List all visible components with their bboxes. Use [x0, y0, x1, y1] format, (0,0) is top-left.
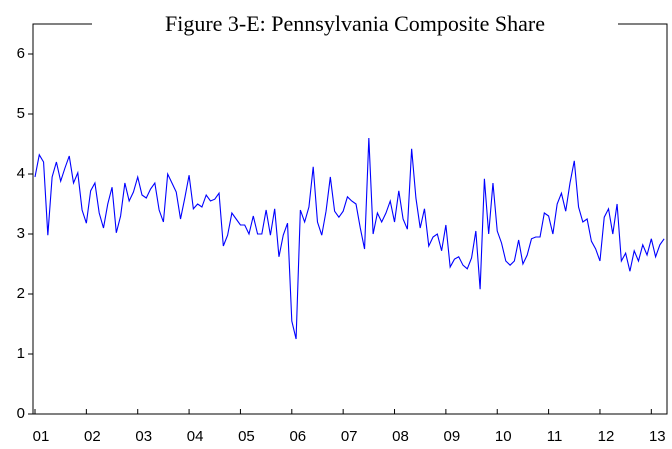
- y-tick-label: 1: [17, 345, 25, 362]
- x-tick-label: 01: [33, 428, 50, 445]
- title-background: [92, 8, 618, 38]
- y-tick-label: 3: [17, 225, 25, 242]
- x-tick-label: 02: [84, 428, 101, 445]
- chart-title: Figure 3-E: Pennsylvania Composite Share: [165, 11, 545, 36]
- x-tick-label: 06: [289, 428, 306, 445]
- plot-frame: [32, 23, 668, 415]
- x-tick-label: 09: [444, 428, 461, 445]
- y-tick-label: 4: [17, 165, 25, 182]
- y-tick-label: 2: [17, 285, 25, 302]
- x-tick-label: 13: [649, 428, 666, 445]
- y-tick-label: 5: [17, 105, 25, 122]
- x-tick-label: 05: [238, 428, 255, 445]
- y-tick-label: 6: [17, 45, 25, 62]
- x-tick-label: 11: [547, 428, 563, 445]
- x-tick-label: 12: [598, 428, 615, 445]
- x-tick-label: 03: [135, 428, 152, 445]
- x-tick-label: 07: [341, 428, 358, 445]
- x-tick-label: 08: [392, 428, 409, 445]
- x-tick-label: 10: [495, 428, 512, 445]
- data-line: [34, 137, 665, 340]
- y-tick-label: 0: [17, 405, 25, 422]
- x-tick-label: 04: [187, 428, 204, 445]
